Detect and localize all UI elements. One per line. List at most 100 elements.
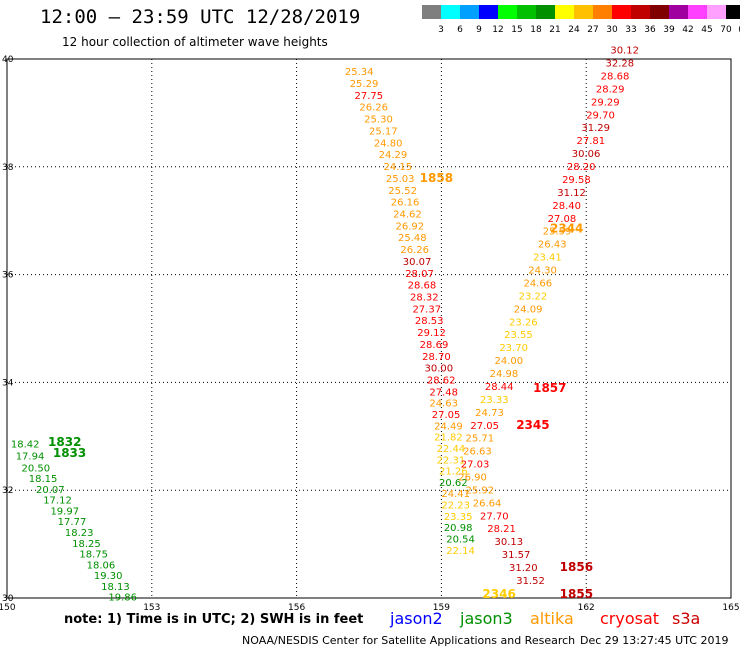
wave-height-point: 25.34 xyxy=(345,67,374,78)
y-tick-label: 38 xyxy=(2,163,14,173)
wave-height-point: 31.52 xyxy=(516,576,545,587)
wave-height-point: 18.15 xyxy=(29,474,58,485)
wave-height-point: 24.62 xyxy=(393,209,422,220)
scale-swatch xyxy=(536,5,555,19)
scale-label: 3 xyxy=(438,25,444,35)
scale-label: 24 xyxy=(568,25,580,35)
scale-swatch xyxy=(593,5,612,19)
y-tick-label: 34 xyxy=(2,378,14,388)
wave-height-point: 24.63 xyxy=(429,399,458,410)
wave-height-point: 18.23 xyxy=(65,528,94,539)
pass-time-label: 2346 xyxy=(482,587,515,601)
wave-height-point: 20.98 xyxy=(444,523,473,534)
scale-label: 39 xyxy=(663,25,675,35)
wave-height-point: 29.70 xyxy=(586,110,615,121)
generated-timestamp: Dec 29 13:27:45 UTC 2019 xyxy=(580,634,729,647)
wave-height-point: 24.30 xyxy=(528,266,557,277)
scale-swatch xyxy=(574,5,593,19)
satellite-label-s3a: s3a xyxy=(672,609,701,628)
x-tick-label: 156 xyxy=(288,603,305,613)
wave-height-point: 28.32 xyxy=(410,292,439,303)
pass-time-label: 1833 xyxy=(53,446,86,460)
scale-swatch xyxy=(726,5,740,19)
wave-height-point: 17.94 xyxy=(16,451,45,462)
satellite-label-cryosat: cryosat xyxy=(600,609,660,628)
wave-height-point: 28.70 xyxy=(422,352,451,363)
wave-height-point: 23.26 xyxy=(509,317,538,328)
scale-swatch xyxy=(650,5,669,19)
wave-height-point: 24.80 xyxy=(374,138,403,149)
wave-height-point: 27.75 xyxy=(355,91,384,102)
wave-height-point: 30.06 xyxy=(572,149,601,160)
wave-height-point: 18.13 xyxy=(101,582,130,593)
wave-height-point: 28.68 xyxy=(601,71,630,82)
wave-height-point: 26.64 xyxy=(473,498,502,509)
wave-height-point: 25.29 xyxy=(350,79,379,90)
wave-height-point: 24.73 xyxy=(475,408,504,419)
x-tick-label: 159 xyxy=(433,603,450,613)
scale-swatch xyxy=(479,5,498,19)
scale-swatch xyxy=(669,5,688,19)
y-tick-label: 30 xyxy=(2,594,14,604)
wave-height-point: 28.20 xyxy=(567,162,596,173)
scale-label: 45 xyxy=(701,25,712,35)
wave-height-point: 24.98 xyxy=(490,369,519,380)
scale-label: 12 xyxy=(492,25,503,35)
wave-height-point: 23.22 xyxy=(519,291,548,302)
plot-frame xyxy=(6,58,732,599)
pass-time-label: 1857 xyxy=(533,381,566,395)
x-tick-label: 162 xyxy=(578,603,595,613)
y-tick-label: 36 xyxy=(2,271,14,281)
wave-height-point: 23.41 xyxy=(533,253,562,264)
scale-swatch xyxy=(498,5,517,19)
wave-height-point: 25.59 xyxy=(543,227,572,238)
wave-height-point: 26.92 xyxy=(396,221,425,232)
scale-swatch xyxy=(631,5,650,19)
wave-height-point: 21.26 xyxy=(439,467,468,478)
y-tick-label: 32 xyxy=(2,486,13,496)
wave-height-point: 26.63 xyxy=(463,447,492,458)
scale-swatch xyxy=(517,5,536,19)
wave-height-point: 28.68 xyxy=(408,281,437,292)
wave-height-point: 28.21 xyxy=(487,524,516,535)
wave-height-point: 23.55 xyxy=(504,330,533,341)
wave-height-point: 20.54 xyxy=(446,534,475,545)
wave-height-point: 28.62 xyxy=(427,375,456,386)
time-swh-note: note: 1) Time is in UTC; 2) SWH is in fe… xyxy=(64,612,364,627)
x-tick-label: 153 xyxy=(143,603,160,613)
wave-height-point: 29.58 xyxy=(562,175,591,186)
wave-height-point: 23.33 xyxy=(480,395,509,406)
wave-height-point: 24.41 xyxy=(441,489,470,500)
wave-height-point: 29.29 xyxy=(591,97,620,108)
wave-height-point: 27.70 xyxy=(480,511,509,522)
satellite-label-jason3: jason3 xyxy=(460,609,513,628)
wave-height-point: 23.35 xyxy=(444,512,473,523)
wave-height-point: 25.03 xyxy=(386,174,415,185)
scale-swatch xyxy=(707,5,726,19)
scale-label: 18 xyxy=(530,25,542,35)
chart-subtitle: 12 hour collection of altimeter wave hei… xyxy=(62,35,328,49)
pass-time-label: 1832 xyxy=(48,435,81,449)
wave-height-point: 23.70 xyxy=(499,343,528,354)
wave-height-point: 27.37 xyxy=(412,304,441,315)
pass-time-label: 1855 xyxy=(560,587,593,601)
wave-height-point: 26.16 xyxy=(391,198,420,209)
wave-height-point: 24.15 xyxy=(383,162,412,173)
scale-swatch xyxy=(460,5,479,19)
wave-height-point: 32.28 xyxy=(606,59,635,70)
wave-height-point: 30.12 xyxy=(610,46,639,57)
satellite-label-jason2: jason2 xyxy=(390,609,443,628)
scale-label: 33 xyxy=(625,25,636,35)
wave-height-point: 30.00 xyxy=(425,364,454,375)
wave-height-point: 31.20 xyxy=(509,563,538,574)
wave-height-point: 19.97 xyxy=(50,506,79,517)
wave-height-point: 27.03 xyxy=(461,460,490,471)
wave-height-point: 27.05 xyxy=(432,410,461,421)
scale-swatch xyxy=(688,5,707,19)
wave-height-point: 18.42 xyxy=(11,440,40,451)
scale-swatch xyxy=(422,5,441,19)
wave-height-point: 24.09 xyxy=(514,304,543,315)
wave-height-point: 25.17 xyxy=(369,126,398,137)
wave-height-point: 22.44 xyxy=(437,444,466,455)
